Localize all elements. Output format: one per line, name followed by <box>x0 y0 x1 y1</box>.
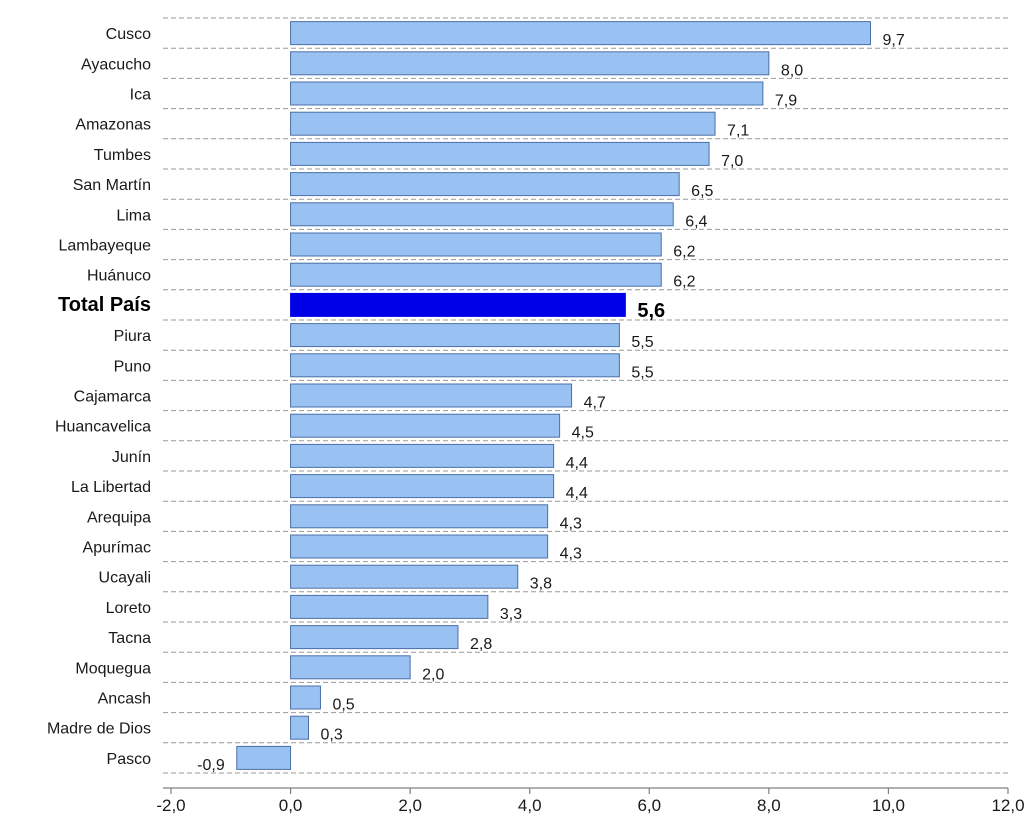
bar-3 <box>290 111 716 136</box>
value-label: 4,4 <box>566 455 588 472</box>
x-tick-label: 10,0 <box>872 796 905 815</box>
category-label: Puno <box>114 358 151 375</box>
bar-8 <box>290 262 662 287</box>
bar-21 <box>290 655 411 680</box>
category-label: Pasco <box>107 751 152 768</box>
bar-17 <box>290 534 549 559</box>
value-label: 4,4 <box>566 485 588 502</box>
category-label: Tacna <box>108 630 151 647</box>
x-axis: -2,0 0,0 2,0 4,0 6,0 8,0 10,0 12,0 <box>156 787 1025 815</box>
labels: Cusco 9,7 Ayacucho 8,0 Ica 7,9 Amazonas 7,1 Tumb… <box>47 26 905 774</box>
bar-19 <box>290 594 489 619</box>
x-tick-label: 12,0 <box>991 796 1024 815</box>
value-label: 3,8 <box>530 576 552 593</box>
category-label: Total País <box>58 294 151 316</box>
value-label: 0,3 <box>321 727 343 744</box>
category-label: Lima <box>116 207 151 224</box>
bar-0 <box>290 21 871 46</box>
value-label: 3,3 <box>500 606 522 623</box>
value-label: 7,0 <box>721 153 743 170</box>
category-label: Huancavelica <box>55 419 151 436</box>
value-label: 7,1 <box>727 123 749 140</box>
value-label: 7,9 <box>775 93 797 110</box>
bar-10 <box>290 323 620 348</box>
bar-5 <box>290 172 680 197</box>
value-label: 4,3 <box>560 546 582 563</box>
category-label: Piura <box>114 328 151 345</box>
value-label: 4,3 <box>560 515 582 532</box>
value-label: 9,7 <box>882 32 904 49</box>
bar-7 <box>290 232 662 257</box>
bar-23 <box>290 715 310 740</box>
category-label: Loreto <box>106 600 151 617</box>
value-label: 5,5 <box>631 364 653 381</box>
category-label: Cusco <box>106 26 151 43</box>
category-label: Ucayali <box>99 570 151 587</box>
category-label: La Libertad <box>71 479 151 496</box>
value-label: 6,4 <box>685 213 707 230</box>
bar-20 <box>290 625 459 650</box>
value-label: 2,8 <box>470 636 492 653</box>
category-label: Ancash <box>98 691 151 708</box>
bar-14 <box>290 443 555 468</box>
category-label: Arequipa <box>87 509 151 526</box>
category-label: Apurímac <box>83 540 151 557</box>
category-label: Cajamarca <box>74 389 151 406</box>
category-label: Madre de Dios <box>47 721 151 738</box>
bar-24 <box>236 745 292 770</box>
value-label: -0,9 <box>197 757 225 774</box>
category-label: Ica <box>130 87 151 104</box>
x-tick-label: -2,0 <box>156 796 185 815</box>
value-label: 4,7 <box>584 395 606 412</box>
x-tick-label: 2,0 <box>398 796 422 815</box>
x-tick-label: 8,0 <box>757 796 781 815</box>
bar-12 <box>290 383 573 408</box>
category-label: Moquegua <box>75 660 151 677</box>
value-label: 2,0 <box>422 666 444 683</box>
bar-13 <box>290 413 561 438</box>
x-tick-label: 6,0 <box>637 796 661 815</box>
value-label: 0,5 <box>332 697 354 714</box>
bars <box>236 21 871 770</box>
bar-9 <box>290 292 626 317</box>
category-label: Tumbes <box>94 147 151 164</box>
bar-6 <box>290 202 674 227</box>
value-label: 6,5 <box>691 183 713 200</box>
category-label: Ayacucho <box>81 56 151 73</box>
value-label: 6,2 <box>673 244 695 261</box>
value-label: 5,6 <box>637 300 665 322</box>
category-label: Huánuco <box>87 268 151 285</box>
grid-lines <box>163 17 1008 774</box>
bar-15 <box>290 474 555 499</box>
bar-2 <box>290 81 764 106</box>
category-label: San Martín <box>73 177 151 194</box>
category-label: Lambayeque <box>58 238 151 255</box>
bar-16 <box>290 504 549 529</box>
bar-18 <box>290 564 519 589</box>
bar-22 <box>290 685 321 710</box>
value-label: 6,2 <box>673 274 695 291</box>
value-label: 5,5 <box>631 334 653 351</box>
category-label: Amazonas <box>75 117 151 134</box>
category-label: Junín <box>112 449 151 466</box>
bar-4 <box>290 141 710 166</box>
x-tick-label: 4,0 <box>518 796 542 815</box>
value-label: 8,0 <box>781 62 803 79</box>
x-tick-label: 0,0 <box>279 796 303 815</box>
bar-11 <box>290 353 620 378</box>
value-label: 4,5 <box>572 425 594 442</box>
bar-1 <box>290 51 770 76</box>
